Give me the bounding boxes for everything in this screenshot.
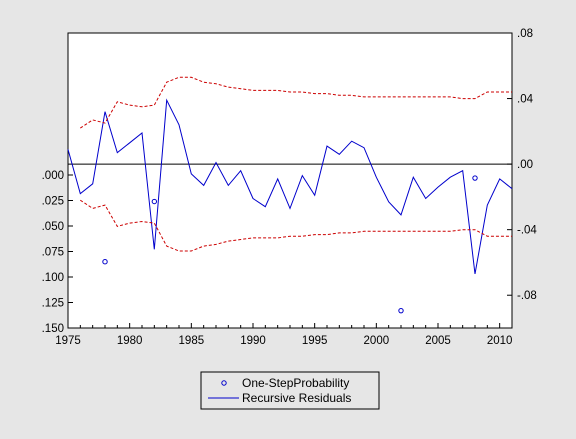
left-tick-label: .050	[42, 221, 64, 233]
tick-marks	[67, 32, 513, 329]
recursive-residuals-line	[67, 98, 513, 274]
probability-point	[102, 259, 108, 265]
x-tick-label: 1975	[55, 335, 81, 347]
plot-area	[67, 32, 513, 329]
x-tick-label: 2005	[425, 335, 451, 347]
x-tick-label: 1990	[240, 335, 266, 347]
right-tick-label: -.04	[517, 225, 537, 237]
left-tick-label: .075	[42, 247, 64, 259]
probability-point	[398, 307, 404, 314]
right-tick-label: .04	[517, 94, 534, 106]
tick-labels: 1975 1980 1985 1990 1995 2000 2005 2010 .08 .04 .0…	[42, 28, 538, 347]
upper-band-line	[80, 76, 512, 129]
left-tick-label: .025	[42, 196, 64, 208]
left-tick-label: .100	[42, 272, 64, 284]
right-tick-label: .00	[517, 159, 533, 171]
probability-point	[151, 198, 158, 205]
legend-label-one-step-probability: One-StepProbability	[242, 376, 349, 390]
x-tick-label: 1985	[179, 335, 205, 347]
left-tick-label: .000	[42, 170, 64, 182]
lower-band-line	[80, 199, 512, 252]
probability-point	[472, 175, 478, 181]
series-layer	[67, 76, 513, 314]
legend-label-recursive-residuals: Recursive Residuals	[242, 391, 351, 405]
left-tick-label: .150	[42, 323, 64, 335]
right-tick-label: -.08	[517, 290, 537, 302]
x-tick-label: 2000	[364, 335, 390, 347]
left-tick-label: .125	[42, 298, 64, 310]
x-tick-label: 2010	[487, 335, 513, 347]
legend-box	[200, 371, 380, 410]
right-tick-label: .08	[517, 28, 533, 40]
legend: One-StepProbability Recursive Residuals	[200, 371, 380, 410]
x-tick-label: 1980	[117, 335, 143, 347]
x-tick-label: 1995	[302, 335, 328, 347]
legend-marker-icon	[221, 380, 227, 386]
